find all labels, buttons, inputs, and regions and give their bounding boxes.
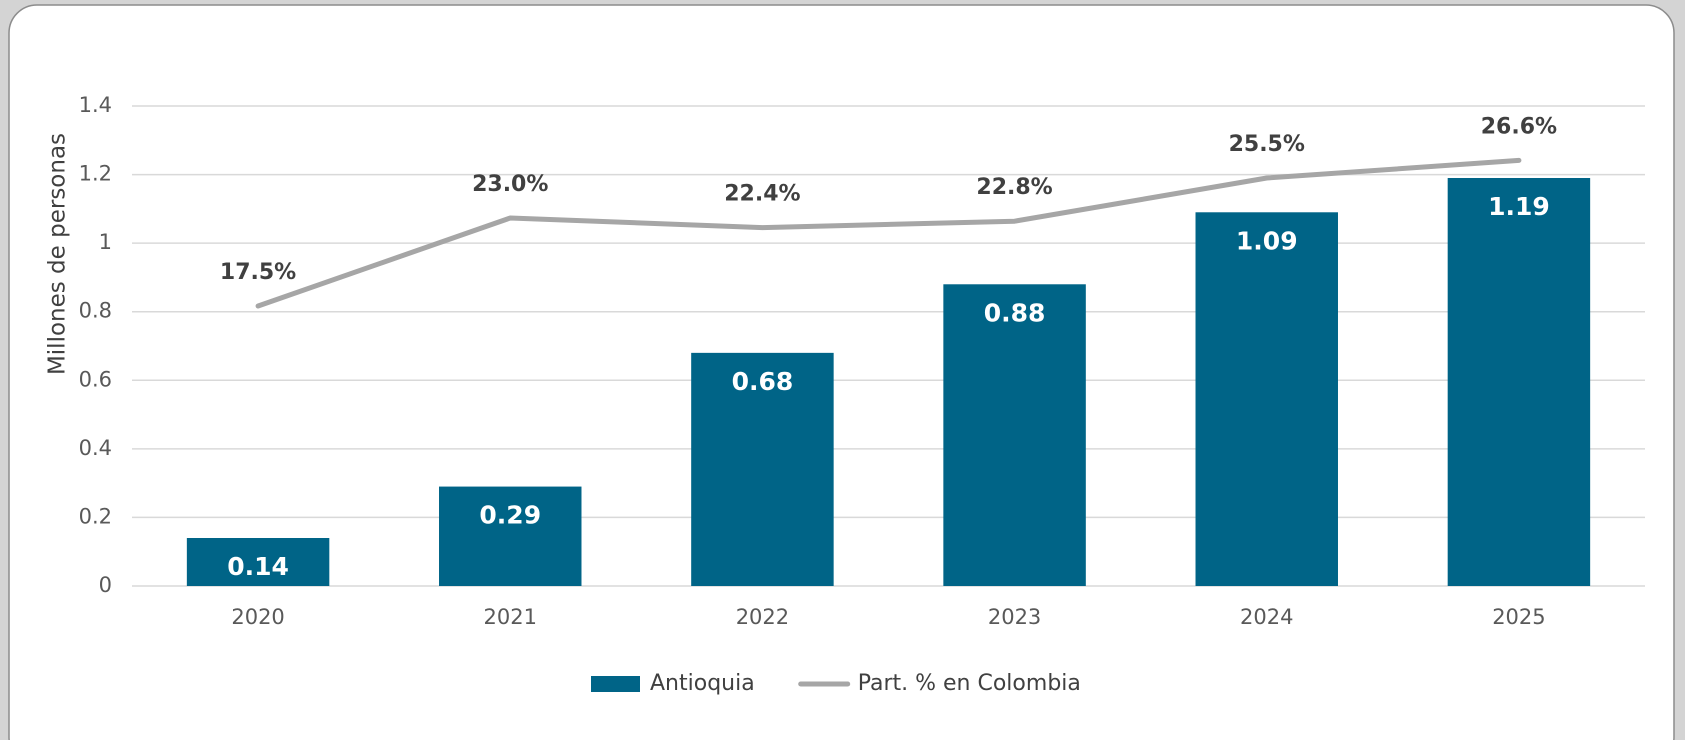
x-tick-label: 2023: [988, 605, 1041, 629]
line: [255, 157, 1522, 309]
y-tick-label: 0.6: [79, 367, 112, 391]
bar-label: 1.19: [1488, 192, 1550, 221]
bar-label: 0.88: [984, 298, 1046, 327]
card: [8, 4, 1675, 740]
y-tick-label: 1.4: [79, 93, 112, 117]
x-tick-label: 2020: [231, 605, 284, 629]
bar-label: 1.09: [1236, 226, 1298, 255]
line-label: 25.5%: [1229, 132, 1305, 157]
bar: [1195, 212, 1338, 587]
line-label: 23.0%: [472, 172, 548, 197]
line-label: 22.8%: [976, 175, 1052, 200]
y-tick-label: 1: [99, 230, 112, 254]
line-label: 17.5%: [220, 260, 296, 285]
legend-label: Antioquia: [650, 671, 755, 696]
bar: [186, 538, 330, 586]
y-tick-label: 1.2: [79, 162, 112, 186]
legend-swatch: [591, 676, 640, 692]
y-tick-label: 0.8: [79, 299, 112, 323]
bar: [943, 284, 1086, 586]
y-axis-title: Millones de personas: [45, 133, 71, 375]
bar: [439, 486, 582, 586]
x-tick-label: 2025: [1492, 605, 1545, 629]
y-tick-label: 0.2: [79, 504, 112, 528]
y-tick-label: 0.4: [79, 436, 112, 460]
line-label: 22.4%: [724, 182, 800, 207]
x-tick-label: 2022: [736, 605, 789, 629]
x-tick-label: 2021: [484, 605, 537, 629]
legend-label: Part. % en Colombia: [858, 671, 1081, 696]
bar-label: 0.29: [479, 501, 541, 530]
bar: [691, 352, 834, 586]
y-tick-label: 0: [99, 573, 112, 597]
bar-label: 0.14: [227, 552, 289, 581]
bar: [1447, 178, 1591, 586]
bar-label: 0.68: [732, 367, 794, 396]
x-tick-label: 2024: [1240, 605, 1293, 629]
line-label: 26.6%: [1481, 114, 1557, 139]
